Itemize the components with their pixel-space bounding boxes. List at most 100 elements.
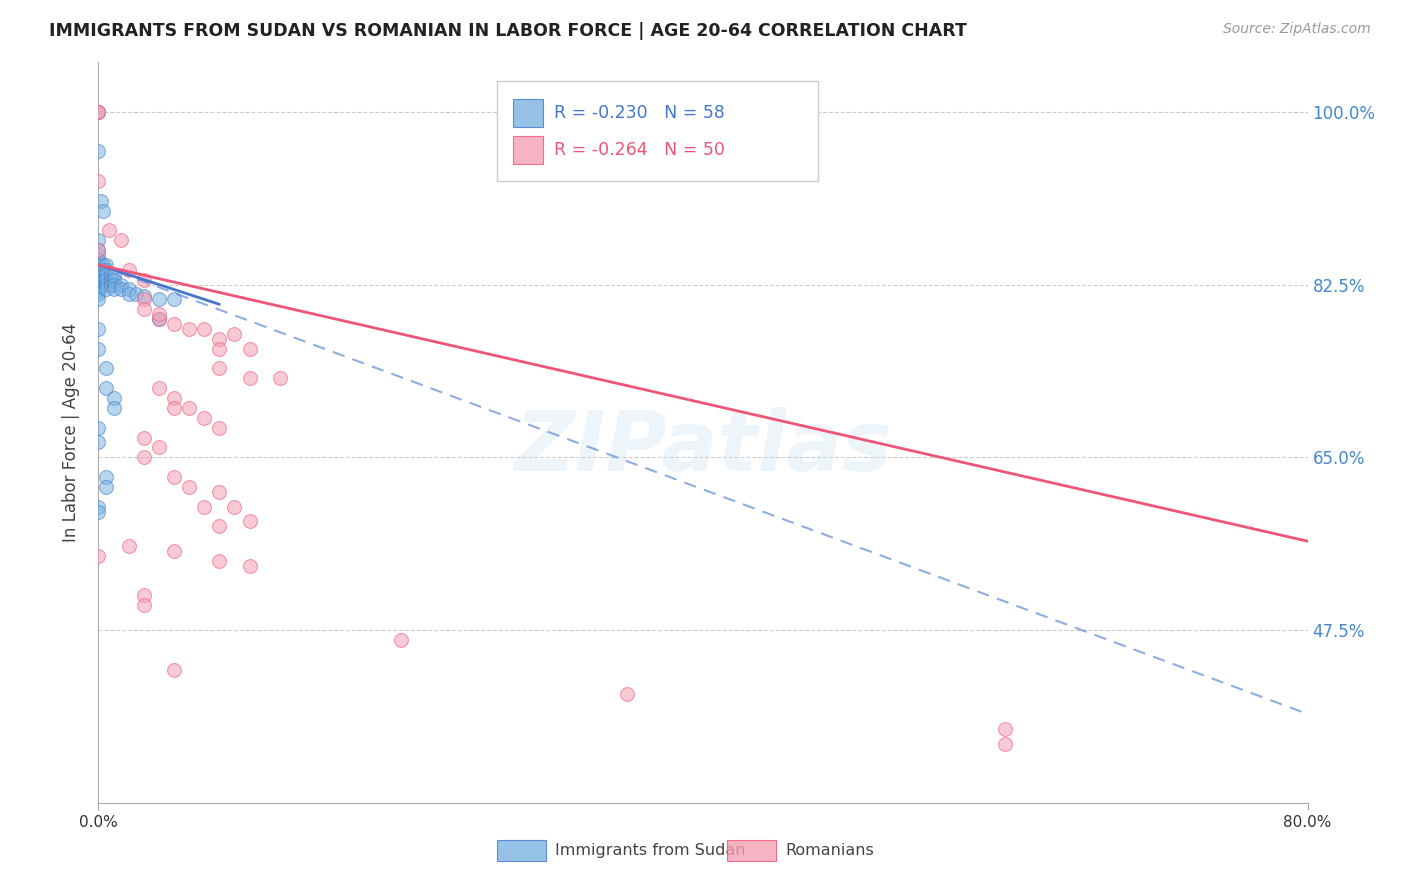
Point <box>103 391 125 405</box>
Point <box>103 272 125 286</box>
Bar <box>498 840 546 861</box>
Point <box>87 104 110 119</box>
Point <box>208 332 231 346</box>
Point <box>179 322 201 336</box>
Point <box>94 480 117 494</box>
Point <box>94 381 117 395</box>
Point <box>94 272 117 286</box>
Point <box>87 277 110 292</box>
Point <box>163 391 186 405</box>
Point <box>91 268 114 282</box>
Point <box>148 441 170 455</box>
Point <box>163 663 186 677</box>
Point <box>118 287 141 301</box>
Point <box>87 258 110 272</box>
Point <box>87 262 110 277</box>
Text: Source: ZipAtlas.com: Source: ZipAtlas.com <box>1223 22 1371 37</box>
Point <box>193 500 215 514</box>
Point <box>179 401 201 415</box>
Point <box>193 410 215 425</box>
Point <box>125 287 148 301</box>
Point <box>87 505 110 519</box>
Point <box>87 252 110 267</box>
Point <box>994 722 1017 736</box>
Point <box>103 283 125 297</box>
Point <box>239 342 262 356</box>
Point <box>87 265 110 279</box>
Point <box>90 194 112 208</box>
Point <box>87 243 110 257</box>
Point <box>87 500 110 514</box>
Point <box>98 223 121 237</box>
Point <box>239 515 262 529</box>
Point <box>148 381 170 395</box>
Point <box>148 312 170 326</box>
Point <box>239 558 262 573</box>
Point <box>94 283 117 297</box>
Point <box>994 737 1017 751</box>
Text: Immigrants from Sudan: Immigrants from Sudan <box>555 843 747 858</box>
Point <box>87 342 110 356</box>
Point <box>87 243 110 257</box>
Point <box>132 599 155 613</box>
Point <box>87 248 110 262</box>
Point <box>94 361 117 376</box>
Point <box>91 203 114 218</box>
Point <box>87 104 110 119</box>
Point <box>87 549 110 563</box>
Point <box>224 326 246 341</box>
Point <box>132 589 155 603</box>
Point <box>148 307 170 321</box>
Point <box>94 258 117 272</box>
Point <box>100 277 122 292</box>
Point <box>91 258 114 272</box>
Point <box>87 268 110 282</box>
Point <box>87 272 110 286</box>
Point <box>87 435 110 450</box>
Point <box>91 272 114 286</box>
Point <box>132 302 155 317</box>
Point <box>389 632 412 647</box>
Text: R = -0.264   N = 50: R = -0.264 N = 50 <box>554 141 725 159</box>
Point <box>616 687 638 701</box>
Point <box>110 233 132 247</box>
Point <box>132 289 155 303</box>
Point <box>87 293 110 307</box>
Point <box>148 312 170 326</box>
Point <box>239 371 262 385</box>
Point <box>110 283 132 297</box>
Bar <box>727 840 776 861</box>
Point <box>118 262 141 277</box>
Point <box>94 470 117 484</box>
Point <box>132 450 155 465</box>
Point <box>100 272 122 286</box>
Point <box>103 277 125 292</box>
Point <box>132 431 155 445</box>
Point <box>91 262 114 277</box>
Point <box>87 285 110 299</box>
Point <box>118 283 141 297</box>
Point <box>224 500 246 514</box>
Point <box>103 268 125 282</box>
Point <box>163 470 186 484</box>
Text: ZIPatlas: ZIPatlas <box>515 407 891 488</box>
Point <box>208 484 231 499</box>
Point <box>87 174 110 188</box>
Point <box>118 539 141 553</box>
Point <box>100 268 122 282</box>
Point <box>163 544 186 558</box>
Point <box>110 277 132 292</box>
Point <box>163 401 186 415</box>
Text: R = -0.230   N = 58: R = -0.230 N = 58 <box>554 103 725 122</box>
Point <box>103 401 125 415</box>
Point <box>94 268 117 282</box>
Point <box>179 480 201 494</box>
Point <box>208 342 231 356</box>
FancyBboxPatch shape <box>498 81 818 181</box>
Point <box>163 293 186 307</box>
Point <box>87 283 110 297</box>
Point <box>208 361 231 376</box>
Point <box>163 317 186 331</box>
Point <box>208 420 231 434</box>
Text: IMMIGRANTS FROM SUDAN VS ROMANIAN IN LABOR FORCE | AGE 20-64 CORRELATION CHART: IMMIGRANTS FROM SUDAN VS ROMANIAN IN LAB… <box>49 22 967 40</box>
